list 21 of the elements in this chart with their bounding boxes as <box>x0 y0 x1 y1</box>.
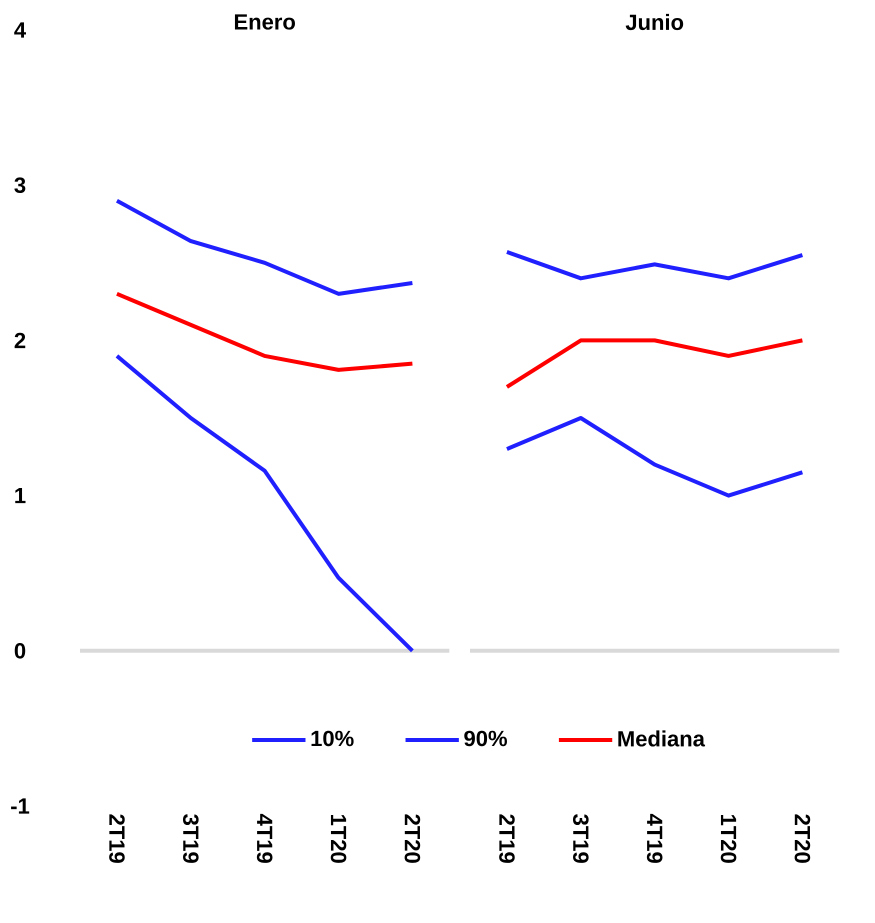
x-tick-label: 3T19 <box>572 814 589 863</box>
y-tick-label: -1 <box>11 798 30 814</box>
chart-title: Enero <box>234 14 295 30</box>
x-tick-label: 1T20 <box>720 814 736 863</box>
x-tick-label: 3T19 <box>182 814 199 863</box>
x-tick-label: 2T19 <box>109 814 125 863</box>
y-tick-label: 4 <box>14 22 26 38</box>
x-tick-label: 2T20 <box>794 814 810 863</box>
x-tick-label: 2T19 <box>499 814 515 863</box>
x-tick-label: 4T19 <box>646 814 662 863</box>
x-tick-label: 2T20 <box>404 814 420 863</box>
chart-title: Junio <box>626 14 684 30</box>
x-tick-label: 4T19 <box>256 814 272 863</box>
legend-label: 10% <box>312 730 354 746</box>
y-tick-label: 1 <box>15 488 26 504</box>
legend-label: 90% <box>464 730 507 746</box>
y-tick-label: 3 <box>14 177 26 194</box>
x-tick-label: 1T20 <box>330 814 346 863</box>
y-tick-label: 2 <box>14 332 26 348</box>
legend-label: Mediana <box>618 730 706 747</box>
y-tick-label: 0 <box>14 643 26 659</box>
